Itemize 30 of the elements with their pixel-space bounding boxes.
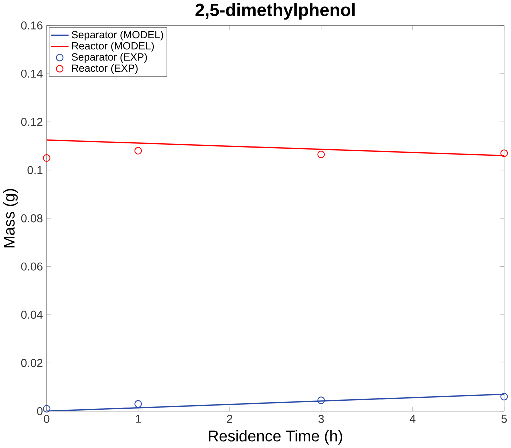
point: [134, 400, 142, 408]
point: [43, 154, 51, 162]
point: [318, 396, 326, 404]
x-tick-label: 0: [44, 414, 50, 424]
legend-label: Separator (MODEL): [72, 30, 164, 40]
x-axis-title: Residence Time (h): [209, 430, 342, 445]
x-tick-label: 2: [227, 414, 232, 423]
point: [43, 405, 51, 413]
point: [318, 150, 326, 158]
y-tick-label: 0.08: [21, 214, 43, 222]
x-tick-label: 5: [502, 414, 508, 423]
y-tick-label: 0: [37, 407, 43, 416]
legend-label: Separator (EXP): [72, 53, 148, 63]
y-tick-label: 0.02: [21, 359, 43, 368]
y-tick-label: 0.14: [21, 70, 43, 78]
x-tick-label: 1: [136, 414, 142, 423]
y-axis-title: Mass (g): [3, 189, 18, 248]
y-tick-label: 0.1: [28, 166, 43, 174]
y-tick-label: 0.16: [21, 22, 43, 30]
x-tick-label: 3: [318, 414, 324, 424]
point: [500, 150, 508, 158]
chart-title: 2,5-dimethylphenol: [196, 3, 355, 20]
y-tick-label: 0.04: [21, 310, 43, 319]
legend-label: Reactor (MODEL): [72, 42, 154, 52]
point: [500, 393, 508, 401]
legend-label: Reactor (EXP): [72, 64, 138, 74]
y-tick-label: 0.12: [21, 118, 43, 126]
y-tick-label: 0.06: [21, 262, 43, 271]
point: [134, 147, 142, 155]
x-tick-label: 4: [410, 414, 416, 423]
